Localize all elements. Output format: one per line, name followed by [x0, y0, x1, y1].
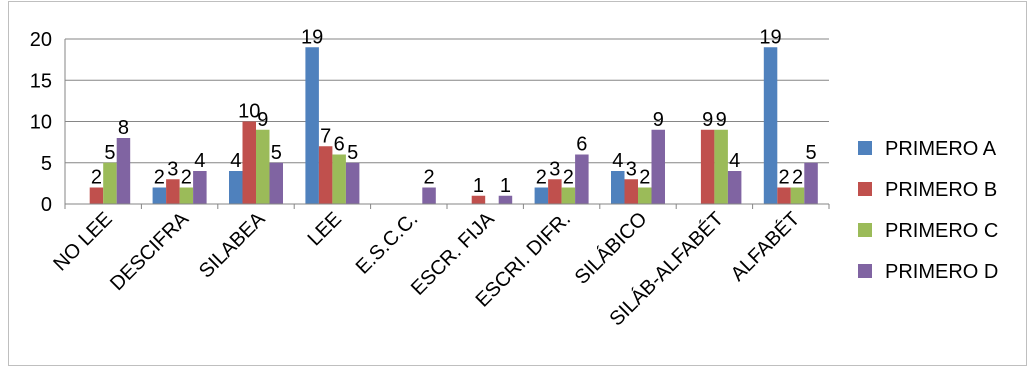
bar	[651, 129, 665, 204]
chart-frame	[8, 1, 1027, 366]
data-label: 6	[334, 134, 345, 156]
bar	[498, 195, 513, 204]
data-label: 2	[154, 167, 165, 189]
bar	[638, 187, 652, 204]
bar	[534, 187, 549, 204]
y-tick-label: 5	[41, 153, 52, 175]
data-label: 2	[778, 167, 789, 189]
x-tick-label: ALFABÉT	[726, 207, 804, 285]
bar	[727, 171, 742, 204]
bar	[422, 187, 436, 204]
legend-swatch	[858, 141, 872, 155]
bar	[318, 146, 333, 204]
bar	[269, 162, 283, 204]
data-label: 1	[473, 175, 484, 197]
bar	[345, 162, 360, 204]
y-tick-label: 20	[30, 29, 52, 51]
data-label: 2	[181, 167, 192, 189]
y-tick-label: 15	[30, 70, 52, 92]
data-label: 19	[759, 26, 781, 48]
bar	[611, 171, 625, 204]
data-label: 2	[536, 167, 547, 189]
data-label: 4	[729, 150, 740, 172]
data-label: 3	[549, 158, 560, 180]
data-label: 2	[563, 167, 574, 189]
bar	[763, 47, 778, 204]
data-label: 9	[702, 109, 713, 131]
bar	[548, 179, 562, 204]
legend-swatch	[858, 182, 872, 196]
data-label: 2	[91, 167, 102, 189]
bar	[229, 171, 243, 204]
y-tick-label: 10	[30, 112, 52, 134]
data-label: 9	[257, 109, 268, 131]
data-label: 5	[805, 142, 816, 164]
x-tick-label: SILABEA	[195, 208, 270, 283]
legend-swatch	[858, 264, 872, 278]
bar	[179, 187, 194, 204]
data-label: 8	[118, 117, 129, 139]
bar	[89, 187, 104, 204]
data-label: 4	[194, 150, 205, 172]
bar	[575, 154, 589, 204]
data-label: 5	[271, 142, 282, 164]
data-label: 7	[320, 125, 331, 147]
data-label: 3	[167, 158, 178, 180]
bar	[700, 129, 715, 204]
legend-label: PRIMERO C	[885, 220, 998, 242]
x-tick-label: DESCIFRA	[106, 208, 194, 296]
x-tick-label: LEE	[304, 208, 346, 250]
data-label: 9	[716, 109, 727, 131]
data-label: 10	[238, 101, 260, 123]
x-tick-label: NO LEE	[49, 208, 116, 275]
legend-label: PRIMERO D	[885, 261, 998, 283]
x-tick-label: SILÁBICO	[570, 207, 652, 289]
data-label: 4	[612, 150, 623, 172]
bar	[256, 129, 270, 204]
data-label: 2	[792, 167, 803, 189]
data-label: 2	[639, 167, 650, 189]
data-label: 4	[230, 150, 241, 172]
bar	[242, 121, 256, 204]
bar	[790, 187, 805, 204]
bar	[561, 187, 576, 204]
y-tick-label: 0	[41, 194, 52, 216]
data-label: 5	[104, 142, 115, 164]
bar	[152, 187, 167, 204]
legend: PRIMERO A PRIMERO B PRIMERO C PRIMERO D	[858, 138, 998, 283]
bar	[624, 179, 638, 204]
data-label: 2	[423, 167, 434, 189]
bar	[471, 195, 486, 204]
bar	[103, 162, 117, 204]
bar	[305, 47, 319, 204]
legend-swatch	[858, 223, 872, 237]
bar	[777, 187, 791, 204]
bar	[193, 171, 207, 204]
x-tick-label: E.S.C.C.	[352, 208, 423, 279]
legend-label: PRIMERO A	[885, 138, 997, 160]
data-label: 19	[301, 26, 323, 48]
bar	[332, 154, 346, 204]
data-label: 1	[500, 175, 511, 197]
bar	[166, 179, 180, 204]
bar	[714, 129, 728, 204]
bar	[804, 162, 818, 204]
data-label: 5	[347, 142, 358, 164]
bars	[89, 47, 818, 204]
bar	[116, 138, 131, 204]
data-label: 3	[626, 158, 637, 180]
y-axis: 0 5 10 15 20	[30, 29, 66, 216]
data-label: 6	[576, 134, 587, 156]
data-label: 9	[653, 109, 664, 131]
legend-label: PRIMERO B	[885, 179, 997, 201]
